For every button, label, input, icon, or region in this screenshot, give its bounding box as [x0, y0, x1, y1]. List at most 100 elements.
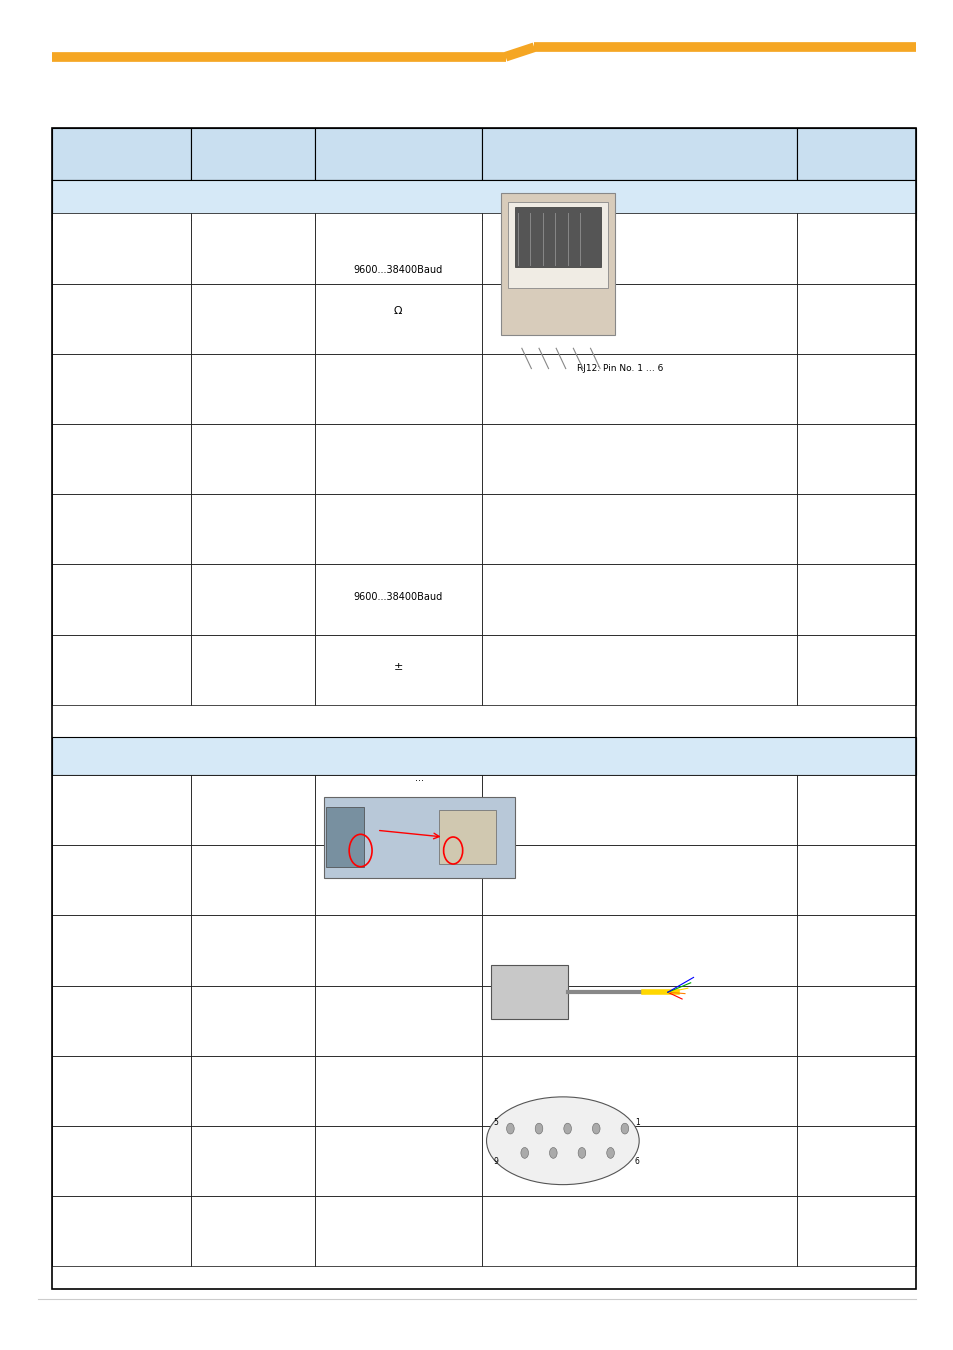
Bar: [796, 1196, 915, 1266]
Text: ±: ±: [394, 662, 402, 672]
Bar: [796, 213, 915, 284]
Bar: [191, 775, 314, 845]
Bar: [314, 915, 481, 986]
Text: 1: 1: [635, 1118, 639, 1126]
Bar: [481, 494, 796, 564]
Bar: [500, 193, 615, 335]
Circle shape: [606, 1148, 614, 1158]
Bar: [481, 564, 796, 634]
Text: 6: 6: [634, 1157, 639, 1165]
Bar: [796, 564, 915, 634]
Bar: [191, 986, 314, 1056]
Circle shape: [563, 1123, 571, 1134]
Bar: [796, 845, 915, 915]
Bar: [481, 354, 796, 424]
Bar: [314, 1196, 481, 1266]
Bar: [52, 634, 191, 705]
Text: ...: ...: [393, 801, 403, 811]
Text: RJ12: Pin No. 1 … 6: RJ12: Pin No. 1 … 6: [577, 364, 662, 373]
Bar: [52, 354, 191, 424]
Bar: [508, 202, 607, 288]
Circle shape: [520, 1148, 528, 1158]
Bar: [796, 775, 915, 845]
Bar: [314, 213, 481, 284]
Text: 5: 5: [493, 1118, 498, 1126]
Bar: [314, 564, 481, 634]
Bar: [191, 494, 314, 564]
Bar: [796, 634, 915, 705]
Bar: [481, 1126, 796, 1196]
Bar: [52, 1056, 191, 1126]
Bar: [52, 128, 915, 1289]
Bar: [52, 737, 915, 775]
Bar: [191, 213, 314, 284]
Bar: [52, 1126, 191, 1196]
Text: Ω: Ω: [394, 305, 402, 316]
Bar: [481, 128, 796, 180]
Bar: [52, 494, 191, 564]
Bar: [481, 284, 796, 354]
Bar: [314, 424, 481, 494]
Bar: [314, 354, 481, 424]
Bar: [491, 965, 567, 1019]
Bar: [191, 1126, 314, 1196]
Bar: [796, 284, 915, 354]
Bar: [52, 845, 191, 915]
Bar: [314, 494, 481, 564]
Bar: [481, 1056, 796, 1126]
Bar: [796, 128, 915, 180]
Circle shape: [506, 1123, 514, 1134]
Bar: [52, 213, 191, 284]
Bar: [52, 284, 191, 354]
Bar: [52, 128, 191, 180]
Bar: [796, 1126, 915, 1196]
Bar: [191, 424, 314, 494]
Bar: [796, 915, 915, 986]
Bar: [191, 915, 314, 986]
Bar: [314, 986, 481, 1056]
Bar: [314, 634, 481, 705]
Bar: [314, 128, 481, 180]
Bar: [481, 986, 796, 1056]
Circle shape: [535, 1123, 542, 1134]
Text: ...: ...: [415, 774, 424, 783]
Bar: [326, 807, 364, 867]
Bar: [52, 424, 191, 494]
Bar: [191, 284, 314, 354]
Bar: [191, 128, 314, 180]
Bar: [191, 845, 314, 915]
Bar: [481, 424, 796, 494]
Bar: [191, 1056, 314, 1126]
Bar: [481, 915, 796, 986]
Ellipse shape: [486, 1096, 639, 1185]
Bar: [481, 213, 796, 284]
Bar: [314, 1126, 481, 1196]
Circle shape: [549, 1148, 557, 1158]
Text: 9600...38400Baud: 9600...38400Baud: [354, 265, 442, 275]
Bar: [481, 634, 796, 705]
Bar: [314, 284, 481, 354]
Bar: [314, 1056, 481, 1126]
Bar: [314, 775, 481, 845]
Bar: [481, 1196, 796, 1266]
Bar: [481, 845, 796, 915]
Bar: [481, 775, 796, 845]
Bar: [191, 354, 314, 424]
Bar: [796, 354, 915, 424]
Bar: [324, 796, 515, 878]
Bar: [438, 810, 496, 864]
Bar: [796, 1056, 915, 1126]
Bar: [52, 180, 915, 220]
Circle shape: [620, 1123, 628, 1134]
Bar: [191, 634, 314, 705]
Text: 9: 9: [493, 1157, 498, 1165]
Bar: [314, 845, 481, 915]
Bar: [515, 207, 600, 267]
Bar: [52, 915, 191, 986]
Bar: [52, 986, 191, 1056]
Bar: [52, 775, 191, 845]
Bar: [191, 1196, 314, 1266]
Bar: [796, 986, 915, 1056]
Circle shape: [578, 1148, 585, 1158]
Bar: [191, 564, 314, 634]
